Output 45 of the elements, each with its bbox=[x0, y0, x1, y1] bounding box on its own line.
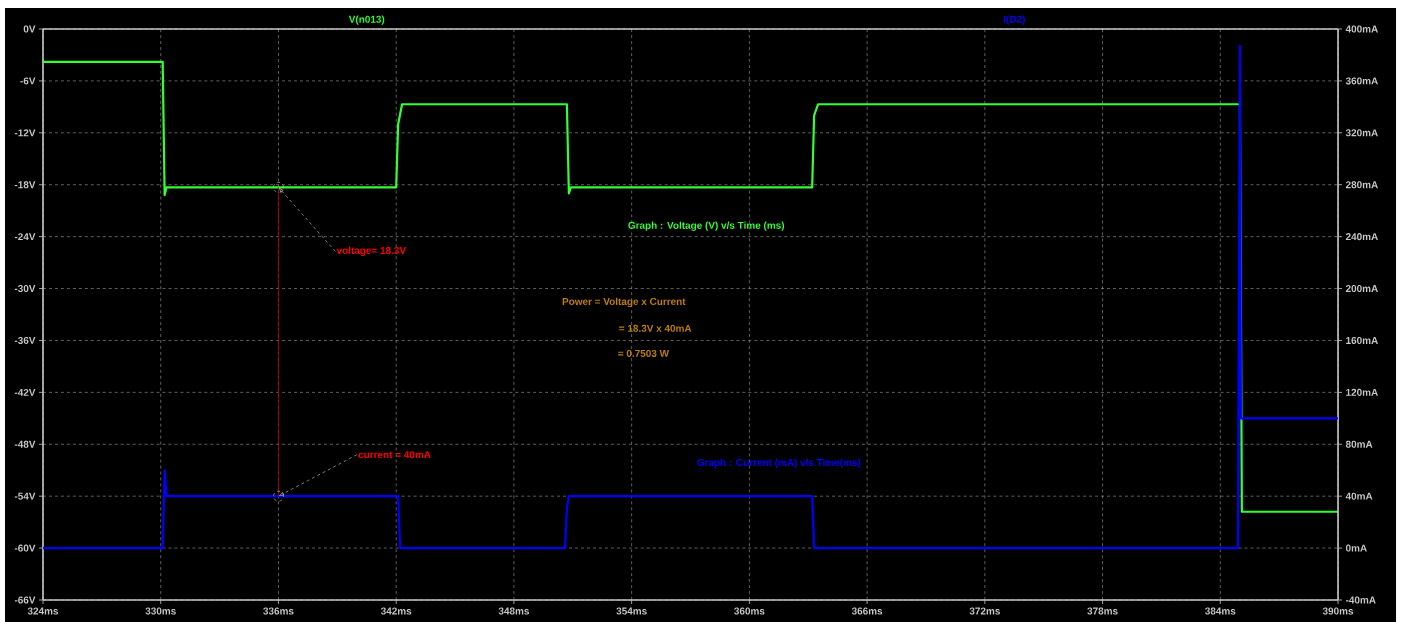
x-tick-label: 366ms bbox=[851, 607, 883, 615]
y-tick-label: -60V bbox=[14, 544, 36, 552]
annotation: current = 40mA bbox=[358, 451, 431, 459]
y2-tick-label: 120mA bbox=[1346, 388, 1378, 396]
y-tick-label: -66V bbox=[14, 596, 36, 604]
y2-tick-label: 40mA bbox=[1345, 492, 1373, 500]
text: I(D2) bbox=[1003, 15, 1025, 25]
y2-tick-label: 280mA bbox=[1345, 181, 1378, 189]
x-tick-label: 330ms bbox=[145, 607, 176, 615]
x-tick-label: 336ms bbox=[263, 607, 294, 615]
y-tick-label: -18V bbox=[14, 181, 36, 189]
y2-tick-label: 320mA bbox=[1345, 129, 1378, 137]
annotation: Power = Voltage x Current bbox=[562, 297, 686, 308]
y2-tick-label: 240mA bbox=[1345, 233, 1378, 241]
y2-tick-label: -40mA bbox=[1345, 596, 1376, 604]
y-tick-label: -24V bbox=[14, 233, 36, 241]
y2-tick-label: 400mA bbox=[1345, 25, 1378, 33]
y-tick-label: -36V bbox=[14, 336, 36, 344]
annotation: = 18.3V x 40mA bbox=[619, 324, 692, 332]
annotation: Graph : Voltage (V) v/s Time (ms) bbox=[628, 221, 785, 231]
y2-tick-label: 200mA bbox=[1345, 285, 1378, 293]
annotation: = 0.7503 W bbox=[618, 349, 670, 357]
y2-tick-label: 160mA bbox=[1346, 336, 1378, 344]
x-tick-label: 354ms bbox=[616, 607, 647, 615]
y-tick-label: -12V bbox=[14, 129, 36, 137]
y-tick-label: -30V bbox=[14, 285, 36, 293]
y2-tick-label: 360mA bbox=[1345, 77, 1378, 85]
x-tick-label: 390ms bbox=[1322, 607, 1354, 615]
y-tick-label: -42V bbox=[14, 388, 36, 396]
x-tick-label: 342ms bbox=[380, 607, 412, 615]
y2-tick-label: 80mA bbox=[1345, 440, 1373, 448]
y-tick-label: -48V bbox=[14, 440, 36, 448]
x-tick-label: 384ms bbox=[1205, 607, 1236, 615]
x-tick-label: 348ms bbox=[498, 607, 530, 615]
text: V(n013) bbox=[348, 15, 385, 25]
y-tick-label: 0V bbox=[23, 25, 36, 33]
y-tick-label: -54V bbox=[14, 492, 36, 500]
x-tick-label: 324ms bbox=[27, 607, 59, 615]
x-tick-label: 372ms bbox=[969, 607, 1000, 615]
annotation: voltage= 18.3V bbox=[336, 246, 406, 256]
x-tick-label: 360ms bbox=[734, 607, 765, 615]
x-tick-label: 378ms bbox=[1087, 607, 1118, 615]
y-tick-label: -6V bbox=[20, 77, 36, 85]
y2-tick-label: 0mA bbox=[1345, 544, 1367, 552]
annotation: Graph : Current (mA) v/s Time(ms) bbox=[697, 458, 861, 468]
